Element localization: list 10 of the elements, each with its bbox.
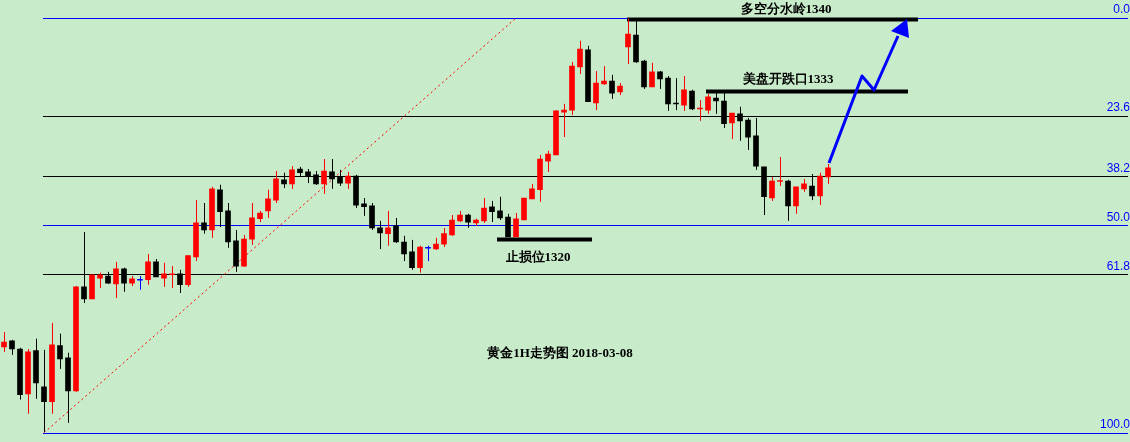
y-tick-label: 0.0 <box>1113 2 1130 17</box>
y-tick-label: 50.0 <box>1106 209 1130 224</box>
y-tick-label: 23.6 <box>1106 100 1130 115</box>
y-tick-label: 100.0 <box>1099 417 1130 432</box>
ref-line-label: 多空分水岭1340 <box>740 0 832 16</box>
y-tick-label: 61.8 <box>1106 258 1130 273</box>
text: 黄金1H走势图 2018-03-08 <box>486 345 634 360</box>
y-tick-label: 38.2 <box>1106 160 1130 175</box>
ref-line-label: 止损位1320 <box>504 248 571 264</box>
ref-line-label: 美盘开跌口1333 <box>741 70 834 86</box>
